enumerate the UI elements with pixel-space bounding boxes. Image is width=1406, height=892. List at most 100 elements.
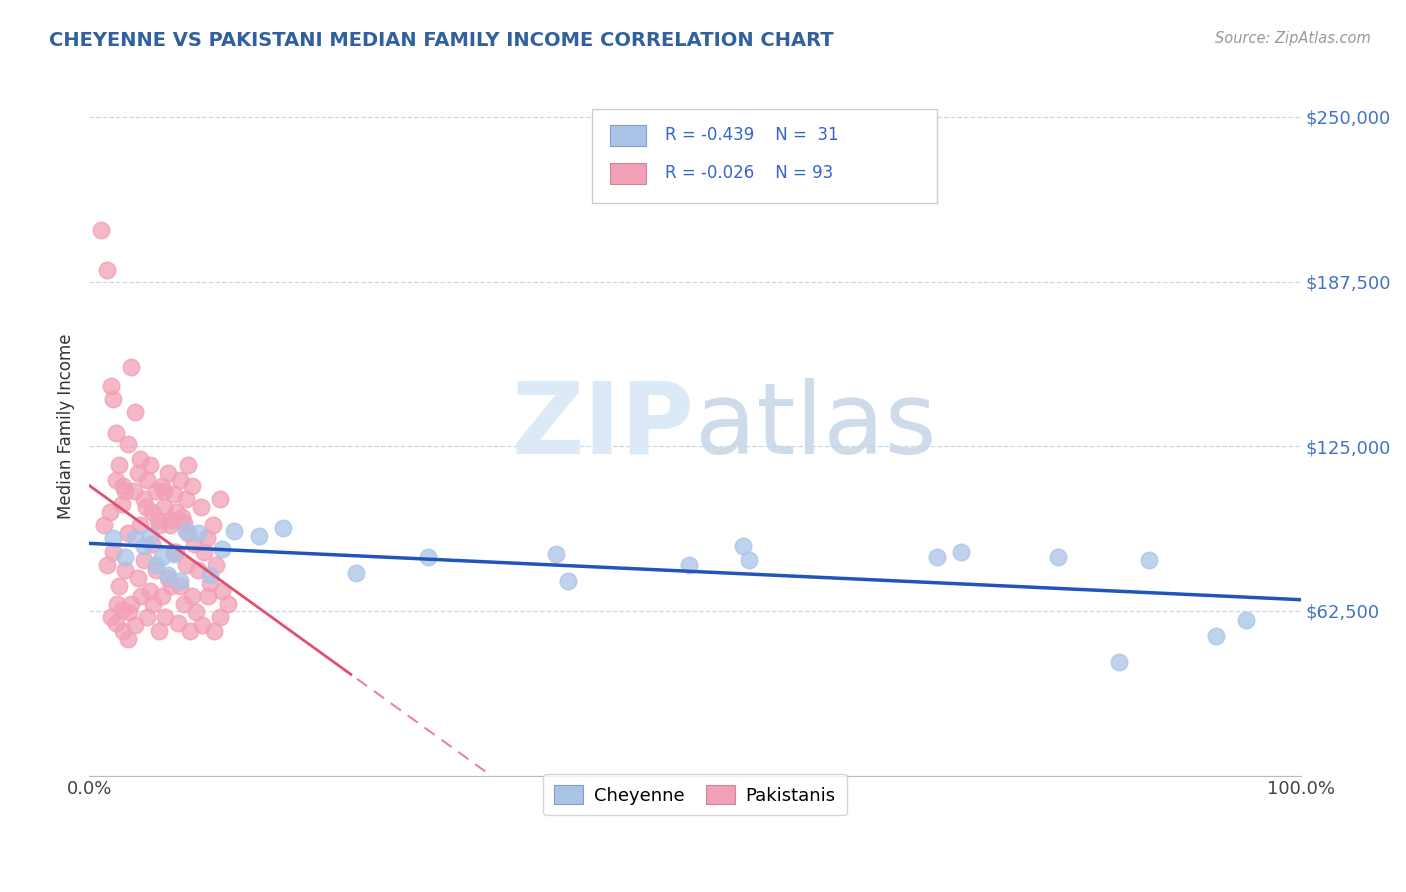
Point (136, 610, 159, 624)
Text: CHEYENNE VS PAKISTANI MEDIAN FAMILY INCOME CORRELATION CHART: CHEYENNE VS PAKISTANI MEDIAN FAMILY INCO… (49, 31, 834, 50)
Point (1108, 655, 1130, 669)
Point (169, 474, 191, 488)
Point (153, 483, 176, 498)
Point (138, 529, 160, 543)
Point (208, 610, 231, 624)
Point (121, 360, 143, 375)
Point (211, 541, 233, 556)
Point (184, 605, 207, 619)
Point (169, 574, 191, 588)
Point (127, 571, 149, 585)
Point (153, 500, 176, 514)
Point (111, 497, 134, 511)
Point (93, 518, 115, 533)
Point (344, 566, 367, 580)
Point (136, 474, 159, 488)
Point (174, 524, 197, 538)
Point (156, 568, 179, 582)
Point (148, 624, 170, 638)
Point (190, 500, 212, 514)
Point (200, 576, 222, 591)
Point (172, 510, 194, 524)
Point (544, 547, 567, 561)
Point (190, 618, 212, 632)
Point (96, 262, 118, 277)
Y-axis label: Median Family Income: Median Family Income (58, 334, 75, 519)
Point (738, 552, 761, 566)
Point (117, 526, 139, 541)
Point (132, 539, 155, 553)
Point (141, 505, 163, 519)
Point (114, 563, 136, 577)
Point (138, 584, 160, 599)
Point (103, 392, 125, 406)
Point (950, 544, 973, 558)
Point (173, 516, 195, 530)
Point (205, 558, 228, 572)
Point (146, 513, 169, 527)
Point (141, 537, 163, 551)
Bar (610, 125, 647, 146)
Point (132, 491, 155, 506)
Point (418, 549, 440, 564)
Point (96, 558, 118, 572)
Point (148, 518, 170, 533)
Point (108, 458, 131, 472)
Point (169, 579, 191, 593)
Point (163, 547, 186, 561)
Point (122, 483, 145, 498)
Point (156, 571, 179, 585)
Point (165, 544, 187, 558)
Point (163, 544, 186, 558)
Point (145, 483, 167, 498)
Point (129, 452, 152, 467)
Point (118, 605, 141, 619)
Point (187, 563, 209, 577)
Point (114, 483, 136, 498)
Point (104, 425, 127, 440)
Point (129, 590, 152, 604)
Point (135, 500, 157, 514)
Point (127, 466, 149, 480)
Point (1047, 549, 1070, 564)
Point (208, 491, 231, 506)
Point (111, 602, 134, 616)
Point (1234, 613, 1257, 627)
Point (181, 479, 204, 493)
Point (187, 526, 209, 541)
Point (173, 597, 195, 611)
Point (174, 491, 197, 506)
Point (150, 549, 173, 564)
Point (177, 526, 200, 541)
Point (150, 479, 173, 493)
Point (124, 405, 146, 419)
Point (103, 544, 125, 558)
Point (200, 568, 222, 582)
Point (155, 610, 177, 624)
Point (247, 529, 270, 543)
Point (181, 590, 204, 604)
Point (160, 513, 183, 527)
Point (174, 558, 197, 572)
Text: ZIP: ZIP (512, 378, 695, 475)
Point (179, 624, 201, 638)
Point (195, 532, 218, 546)
Point (108, 579, 131, 593)
Point (145, 563, 167, 577)
Point (124, 532, 146, 546)
Point (98, 505, 121, 519)
Point (142, 597, 165, 611)
Text: atlas: atlas (695, 378, 936, 475)
Point (193, 544, 215, 558)
Point (150, 590, 173, 604)
Bar (610, 162, 647, 184)
Point (197, 590, 219, 604)
Point (129, 518, 152, 533)
Point (138, 458, 160, 472)
Point (224, 524, 246, 538)
Point (160, 579, 183, 593)
Point (202, 624, 225, 638)
Point (105, 597, 128, 611)
Point (166, 615, 188, 630)
Point (1137, 552, 1160, 566)
